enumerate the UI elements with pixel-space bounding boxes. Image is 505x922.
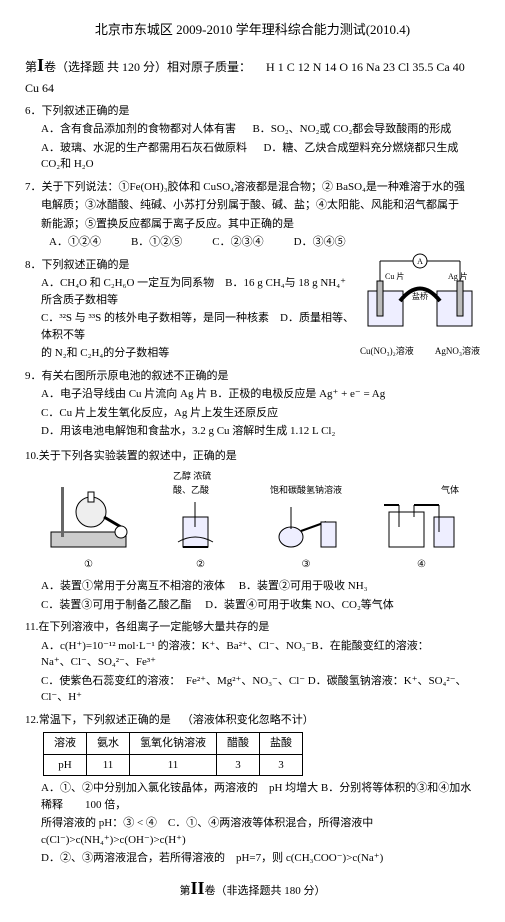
juan2-a: 第 [179, 885, 190, 897]
r2c4: 3 [217, 754, 260, 776]
q7-stem2: 电解质；③冰醋酸、纯碱、小苏打分别属于酸、碱、盐；④太阳能、风能和沼气都属于 [41, 197, 480, 214]
q6-c: A．玻璃、水泥的生产都需用石灰石做原料 [41, 142, 247, 154]
meter-label: A [417, 257, 423, 266]
q10-lbl2a: 乙醇 浓硫 [173, 471, 211, 481]
q11-a: A．c(H⁺)=10⁻¹² mol·L⁻¹ 的溶液：K⁺、Ba²⁺、Cl⁻、NO… [41, 638, 480, 671]
apparatus-1-icon [46, 477, 131, 552]
q6-b: B．SO₂、NO₂或 CO₂都会导致酸雨的形成 [252, 123, 451, 135]
q11-a-suf: Na⁺、Cl⁻、SO₄²⁻、Fe³⁺ [41, 656, 156, 668]
q7-b: B．①②⑤ [131, 234, 182, 251]
q7-stem1: 7．关于下列说法：①Fe(OH)₃胶体和 CuSO₄溶液都是混合物；② BaSO… [25, 179, 480, 196]
q6-a: A．含有食品添加剂的食物都对人体有害 [41, 123, 236, 135]
q12-a4-c: 所得溶液的 pH：③ < ④ C．①、④两溶液等体积混合，所得溶液中 c(Cl⁻… [41, 815, 480, 848]
q10-img4: 气体 ④ [384, 484, 459, 573]
page-title: 北京市东城区 2009-2010 学年理科综合能力测试(2010.4) [25, 20, 480, 40]
juan1-a: 第 [25, 60, 37, 74]
q9-diagram: A Cu 片 Ag 片 盐桥 Cu(NO₃)₂溶液 AgNO₃溶液 [360, 251, 480, 359]
q6-row2: A．玻璃、水泥的生产都需用石灰石做原料 D．糖、乙炔合成塑料充分燃烧都只生成 C… [41, 140, 480, 173]
svg-text:Cu 片: Cu 片 [385, 271, 404, 281]
q10-stem: 10.关于下列各实验装置的叙述中，正确的是 [25, 448, 480, 465]
q10-n3: ③ [270, 557, 342, 572]
q10-n2: ② [173, 557, 228, 572]
q12-a4: 所得溶液的 pH：③ < ④ [41, 817, 157, 829]
apparatus-3-icon [271, 497, 341, 552]
q12-stem-text: 12.常温下，下列叙述正确的是 [25, 714, 171, 726]
r2c3: 11 [130, 754, 217, 776]
table-row: 溶液 氨水 氢氧化钠溶液 醋酸 盐酸 [44, 733, 303, 755]
q6-d-tail: CO₂和 H₂O [41, 158, 94, 170]
th4: 醋酸 [217, 733, 260, 755]
q12-d2: pH=7，则 c(CH₃COO⁻)>c(Na⁺) [236, 852, 383, 864]
juan2-header: 第II卷（非选择题共 180 分） [25, 875, 480, 902]
q11-stem: 11.在下列溶液中，各组离子一定能够大量共存的是 [25, 619, 480, 636]
svg-text:盐桥: 盐桥 [412, 291, 428, 301]
th1: 溶液 [44, 733, 87, 755]
table-row: pH 11 11 3 3 [44, 754, 303, 776]
q12-a: A．①、②中分别加入氯化铵晶体，两溶液的 [41, 782, 258, 794]
q11-c: C．使紫色石蕊变红的溶液： Fe²⁺、Mg²⁺、NO₃⁻、Cl⁻ D．碳酸氢钠溶… [41, 673, 480, 706]
q9-a: A．电子沿导线由 Cu 片流向 Ag 片 B．正极的电极反应是 Ag⁺ + e⁻… [41, 386, 480, 403]
q9-left-label: Cu(NO₃)₂溶液 [360, 345, 414, 359]
q10-c: C．装置③可用于制备乙酸乙酯 [41, 599, 191, 611]
q7-c: C．②③④ [212, 234, 263, 251]
q6-d: D．糖、乙炔合成塑料充分燃烧都只生成 [263, 142, 458, 154]
q10-img1: ① [46, 477, 131, 572]
q10-a: A．装置①常用于分离互不相溶的液体 [41, 580, 225, 592]
apparatus-2-icon [173, 497, 228, 552]
th2: 氨水 [87, 733, 130, 755]
q9-d: D．用该电池电解饱和食盐水，3.2 g Cu 溶解时生成 1.12 L Cl₂ [41, 423, 480, 440]
q8-c: C．³²S 与 ³³S 的核外电子数相等，是同一种核素 [41, 312, 269, 324]
q12-ab: A．①、②中分别加入氯化铵晶体，两溶液的 pH 均增大 B．分别将等体积的③和④… [41, 780, 480, 813]
q9-b-text: B．正极的电极反应是 Ag⁺ + e⁻ = Ag [210, 388, 385, 400]
q10-ab: A．装置①常用于分离互不相溶的液体 B．装置②可用于吸收 NH₃ [41, 578, 480, 595]
q9-right-label: AgNO₃溶液 [435, 345, 480, 359]
juan1-header: 第I卷（选择题 共 120 分）相对原子质量： H 1 C 12 N 14 O … [25, 52, 480, 97]
q7-d: D．③④⑤ [294, 234, 346, 251]
q10-n4: ④ [384, 557, 459, 572]
juan2-big: II [190, 878, 204, 898]
q6-row1: A．含有食品添加剂的食物都对人体有害 B．SO₂、NO₂或 CO₂都会导致酸雨的… [41, 121, 480, 138]
apparatus-4-icon [384, 497, 459, 552]
svg-text:Ag 片: Ag 片 [448, 271, 468, 281]
q12-table: 溶液 氨水 氢氧化钠溶液 醋酸 盐酸 pH 11 11 3 3 [43, 732, 303, 776]
q12-d: D．②、③两溶液混合，若所得溶液的 pH=7，则 c(CH₃COO⁻)>c(Na… [41, 850, 480, 867]
juan1-big: I [37, 55, 44, 75]
q10-d: D．装置④可用于收集 NO、CO₂等气体 [205, 599, 394, 611]
q12-c2: c(Cl⁻)>c(NH₄⁺)>c(OH⁻)>c(H⁺) [41, 834, 186, 846]
q12-stem-sub: （溶液体积变化忽略不计） [182, 714, 314, 726]
q10-lbl4: 气体 [384, 484, 459, 498]
q10-img2: 乙醇 浓硫 酸、乙酸 ② [173, 470, 228, 572]
q9-stem: 9．有关右图所示原电池的叙述不正确的是 [25, 368, 480, 385]
q9-c: C．Cu 片上发生氧化反应，Ag 片上发生还原反应 [41, 405, 480, 422]
q8-a: A．CH₄O 和 C₂H₆O 一定互为同系物 [41, 277, 214, 289]
juan2-b: 卷（非选择题共 180 分） [205, 885, 326, 897]
th5: 盐酸 [260, 733, 303, 755]
th3: 氢氧化钠溶液 [130, 733, 217, 755]
q6-stem: 6．下列叙述正确的是 [25, 103, 480, 120]
r2c5: 3 [260, 754, 303, 776]
q9-left-sol: Cu(NO₃)₂溶液 AgNO₃溶液 [360, 345, 480, 359]
q10-cd: C．装置③可用于制备乙酸乙酯 D．装置④可用于收集 NO、CO₂等气体 [41, 597, 480, 614]
q10-lbl3: 饱和碳酸氢钠溶液 [270, 484, 342, 498]
q10-b: B．装置②可用于吸收 NH₃ [239, 580, 368, 592]
q10-n1: ① [46, 557, 131, 572]
q10-images: ① 乙醇 浓硫 酸、乙酸 ② 饱和碳酸氢钠溶液 ③ 气体 [25, 470, 480, 572]
q10-img3: 饱和碳酸氢钠溶液 ③ [270, 484, 342, 573]
q12-d-text: D．②、③两溶液混合，若所得溶液的 [41, 852, 225, 864]
q12-c: C．①、④两溶液等体积混合，所得溶液中 [168, 817, 373, 829]
q9-a-text: A．电子沿导线由 Cu 片流向 Ag 片 [41, 388, 207, 400]
q12-a3: 100 倍， [85, 799, 126, 811]
q7-a: A．①②④ [49, 234, 101, 251]
q11-a-pre: A．c(H⁺)=10⁻¹² mol·L⁻¹ 的溶液：K⁺、Ba²⁺、Cl⁻、NO… [41, 640, 429, 652]
battery-diagram-icon: A Cu 片 Ag 片 盐桥 [360, 251, 480, 341]
juan1-b: 卷（选择题 共 120 分）相对原子质量： [44, 60, 251, 74]
q10-lbl2b: 酸、乙酸 [173, 485, 209, 495]
q7-stem3: 新能源；⑤置换反应都属于离子反应。其中正确的是 [41, 216, 480, 233]
r2c1: pH [44, 754, 87, 776]
q7-opts: A．①②④ B．①②⑤ C．②③④ D．③④⑤ [49, 234, 480, 251]
r2c2: 11 [87, 754, 130, 776]
